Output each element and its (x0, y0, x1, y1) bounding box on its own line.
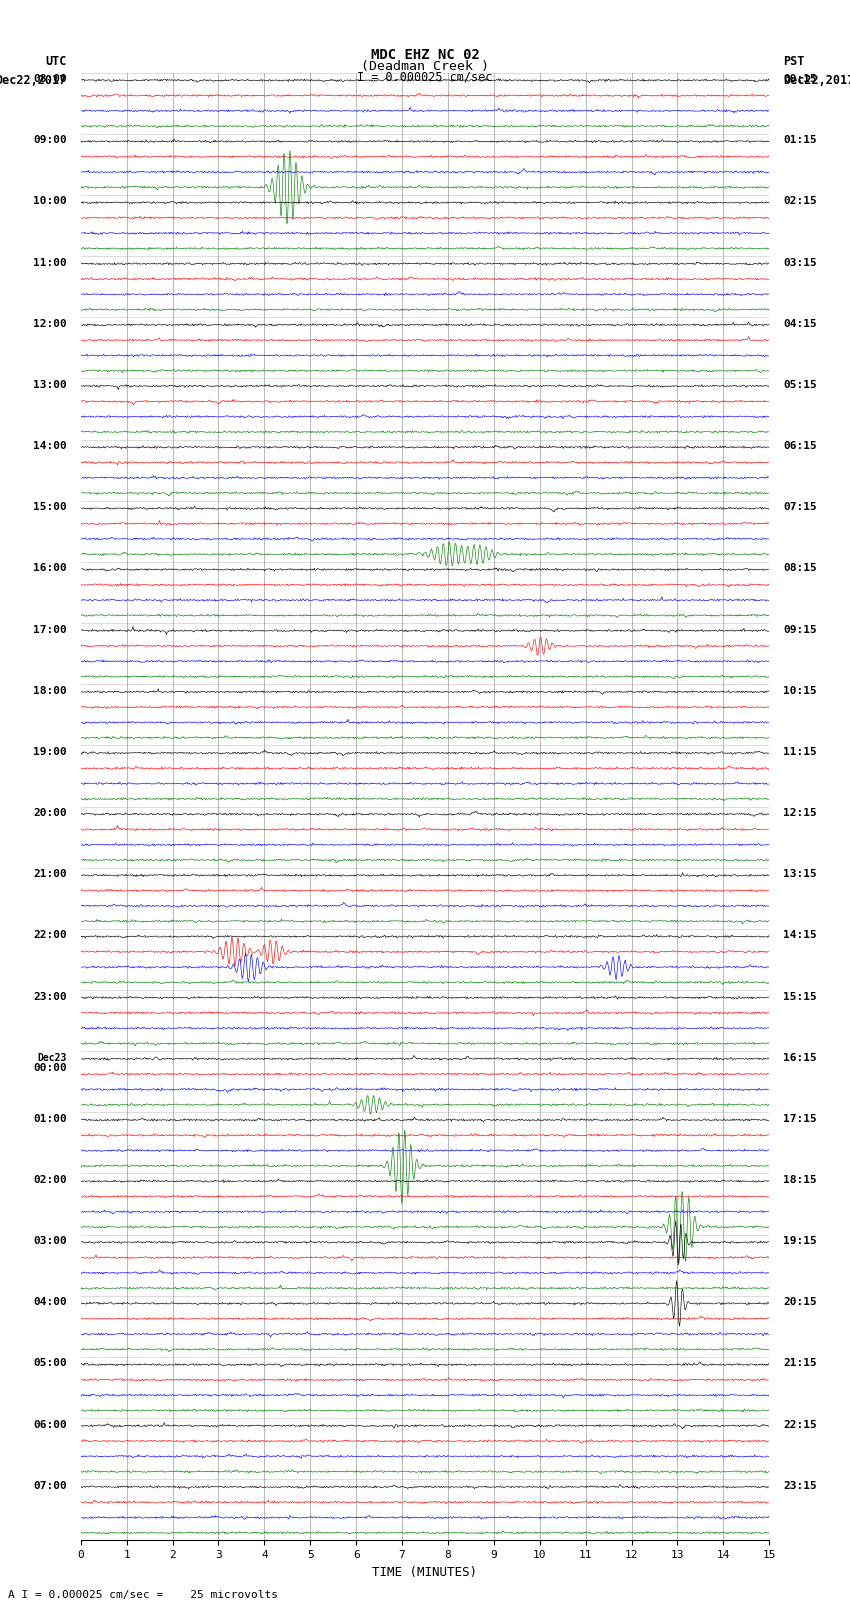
Text: 02:15: 02:15 (783, 197, 817, 206)
Text: 20:00: 20:00 (33, 808, 67, 818)
Text: 17:00: 17:00 (33, 624, 67, 634)
Text: 11:00: 11:00 (33, 258, 67, 268)
Text: 05:15: 05:15 (783, 381, 817, 390)
Text: 12:00: 12:00 (33, 319, 67, 329)
Text: 07:00: 07:00 (33, 1481, 67, 1490)
Text: 07:15: 07:15 (783, 502, 817, 513)
X-axis label: TIME (MINUTES): TIME (MINUTES) (372, 1566, 478, 1579)
Text: 13:00: 13:00 (33, 381, 67, 390)
Text: 04:00: 04:00 (33, 1297, 67, 1307)
Text: 13:15: 13:15 (783, 869, 817, 879)
Text: 19:15: 19:15 (783, 1236, 817, 1247)
Text: 09:15: 09:15 (783, 624, 817, 634)
Text: 18:15: 18:15 (783, 1174, 817, 1186)
Text: 19:00: 19:00 (33, 747, 67, 756)
Text: PST: PST (783, 55, 804, 68)
Text: 04:15: 04:15 (783, 319, 817, 329)
Text: Dec23: Dec23 (37, 1053, 67, 1063)
Text: 18:00: 18:00 (33, 686, 67, 695)
Text: A I = 0.000025 cm/sec =    25 microvolts: A I = 0.000025 cm/sec = 25 microvolts (8, 1590, 279, 1600)
Text: I = 0.000025 cm/sec: I = 0.000025 cm/sec (357, 71, 493, 84)
Text: 02:00: 02:00 (33, 1174, 67, 1186)
Text: 20:15: 20:15 (783, 1297, 817, 1307)
Text: 17:15: 17:15 (783, 1115, 817, 1124)
Text: 08:15: 08:15 (783, 563, 817, 573)
Text: 01:00: 01:00 (33, 1115, 67, 1124)
Text: 23:00: 23:00 (33, 992, 67, 1002)
Text: 23:15: 23:15 (783, 1481, 817, 1490)
Text: 14:00: 14:00 (33, 440, 67, 452)
Text: MDC EHZ NC 02: MDC EHZ NC 02 (371, 48, 479, 63)
Text: 03:15: 03:15 (783, 258, 817, 268)
Text: 16:00: 16:00 (33, 563, 67, 573)
Text: 09:00: 09:00 (33, 135, 67, 145)
Text: 21:00: 21:00 (33, 869, 67, 879)
Text: 21:15: 21:15 (783, 1358, 817, 1368)
Text: 14:15: 14:15 (783, 931, 817, 940)
Text: 15:15: 15:15 (783, 992, 817, 1002)
Text: (Deadman Creek ): (Deadman Creek ) (361, 60, 489, 73)
Text: 05:00: 05:00 (33, 1358, 67, 1368)
Text: 12:15: 12:15 (783, 808, 817, 818)
Text: 06:15: 06:15 (783, 440, 817, 452)
Text: 10:00: 10:00 (33, 197, 67, 206)
Text: 00:00: 00:00 (33, 1063, 67, 1073)
Text: 03:00: 03:00 (33, 1236, 67, 1247)
Text: 08:00: 08:00 (33, 74, 67, 84)
Text: 00:15: 00:15 (783, 74, 817, 84)
Text: 11:15: 11:15 (783, 747, 817, 756)
Text: 06:00: 06:00 (33, 1419, 67, 1429)
Text: UTC: UTC (46, 55, 67, 68)
Text: 10:15: 10:15 (783, 686, 817, 695)
Text: 01:15: 01:15 (783, 135, 817, 145)
Text: 22:15: 22:15 (783, 1419, 817, 1429)
Text: 15:00: 15:00 (33, 502, 67, 513)
Text: Dec22,2017: Dec22,2017 (783, 74, 850, 87)
Text: 22:00: 22:00 (33, 931, 67, 940)
Text: 16:15: 16:15 (783, 1053, 817, 1063)
Text: Dec22,2017: Dec22,2017 (0, 74, 67, 87)
